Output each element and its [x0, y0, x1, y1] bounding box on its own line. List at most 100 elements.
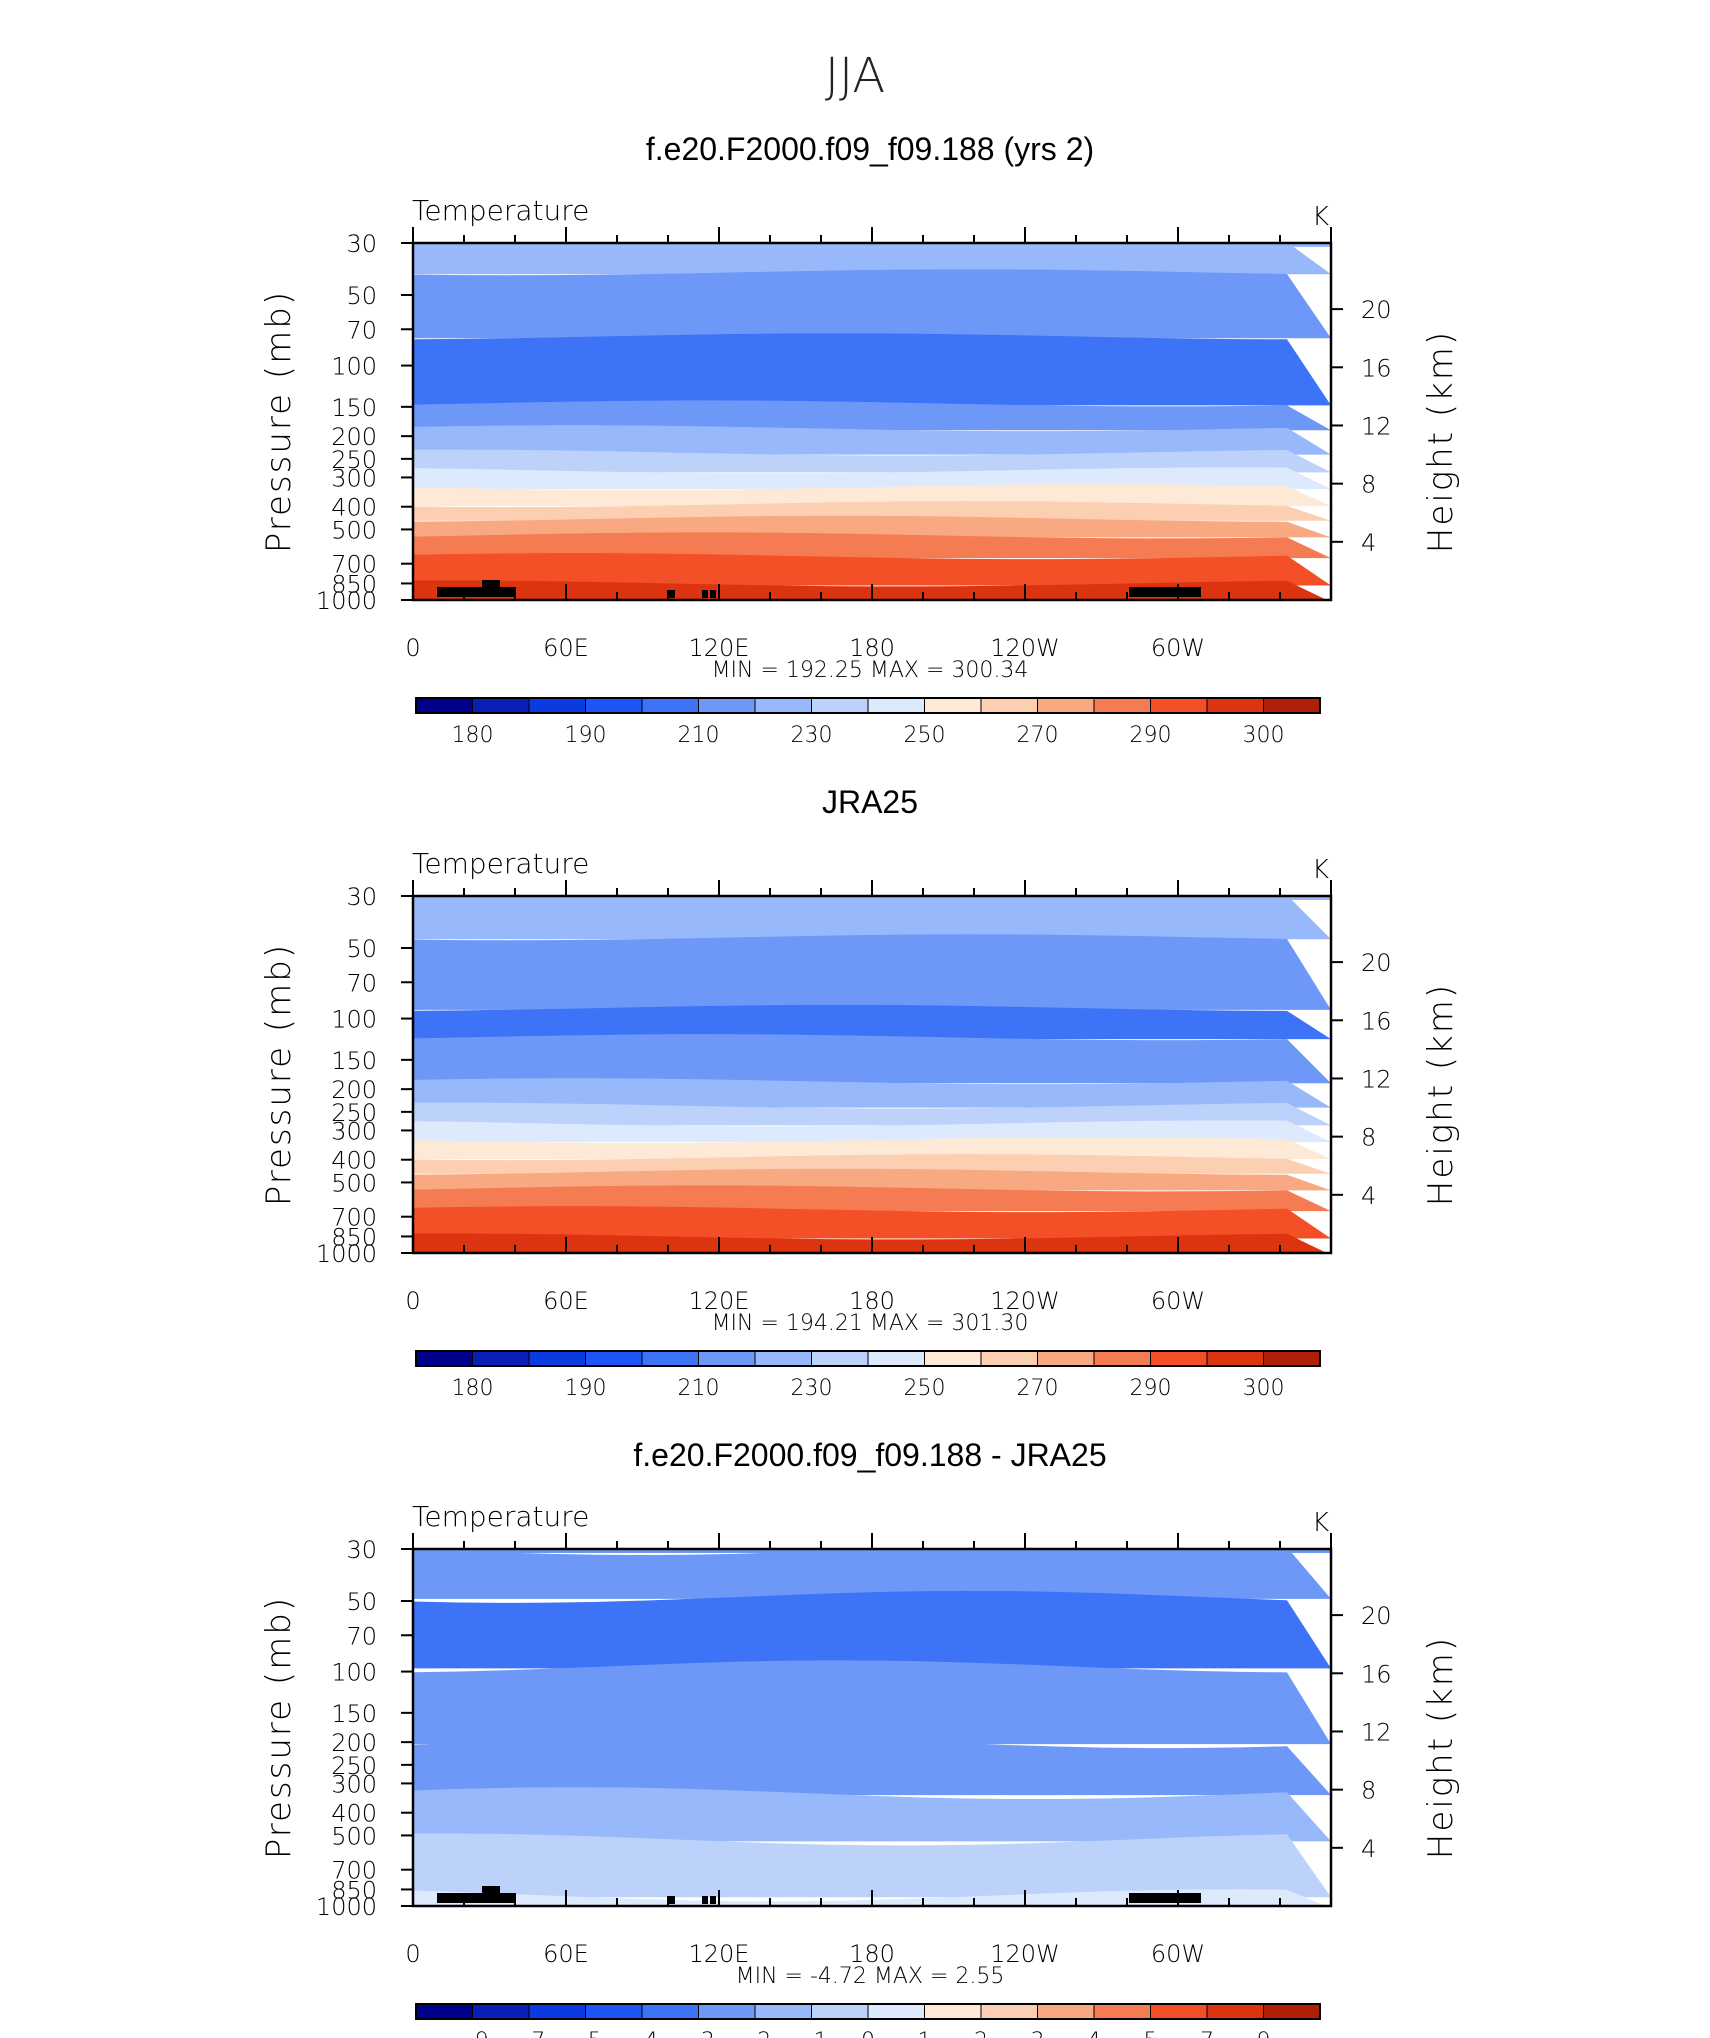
colorbar-swatch [1206, 697, 1264, 714]
x-tick-label: 60W [1151, 1940, 1205, 1968]
contour-band [413, 580, 1327, 600]
contour-band [413, 1549, 1331, 1599]
colorbar-label: 230 [791, 1376, 833, 1401]
colorbar-label: 210 [678, 1376, 720, 1401]
y-tick-label: 1000 [316, 1240, 377, 1268]
colorbar-label: −2 [739, 2029, 771, 2038]
contour-band [413, 532, 1331, 559]
x-tick-label: 120W [990, 634, 1060, 662]
topography [503, 1893, 516, 1903]
contour-band [413, 484, 1331, 507]
contour-band [413, 1004, 1331, 1040]
y-tick-label: 100 [331, 1659, 377, 1687]
y-tick-label: 250 [331, 446, 377, 474]
colorbar-swatch [698, 697, 756, 714]
colorbar-label: 300 [1243, 1376, 1285, 1401]
colorbar-label: 250 [904, 1376, 946, 1401]
y-tick-label: 30 [346, 1536, 377, 1564]
y-tick-label: 70 [346, 969, 377, 997]
panel-title: f.e20.F2000.f09_f09.188 (yrs 2) [646, 131, 1094, 167]
colorbar-label: −3 [682, 2029, 714, 2038]
y-right-tick-label: 8 [1361, 1124, 1376, 1152]
colorbar-label: 1 [918, 2029, 932, 2038]
contour-band [413, 333, 1331, 406]
colorbar-label: 300 [1243, 723, 1285, 748]
colorbar-label: −7 [513, 2029, 545, 2038]
y-tick-label: 70 [346, 316, 377, 344]
topography [482, 580, 500, 597]
colorbar-swatch [924, 2003, 982, 2020]
y-right-tick-label: 8 [1361, 471, 1376, 499]
topography [437, 1893, 507, 1903]
y-right-tick-label: 8 [1361, 1777, 1376, 1805]
colorbar-swatch [641, 2003, 699, 2020]
y-right-tick-label: 16 [1361, 1660, 1392, 1688]
y-right-axis-title: Height (km) [1421, 1636, 1461, 1859]
y-tick-label: 400 [331, 494, 377, 522]
y-tick-label: 150 [331, 1700, 377, 1728]
contour-band [413, 934, 1331, 1010]
colorbar-label: −5 [569, 2029, 601, 2038]
y-tick-label: 250 [331, 1099, 377, 1127]
colorbar: 180 190 210 230 250 270 290 300 [415, 697, 1321, 748]
stats-label: MIN = -4.72 MAX = 2.55 [736, 1964, 1005, 1989]
y-tick-label: 500 [331, 516, 377, 544]
topography [482, 1886, 500, 1903]
colorbar-swatch [472, 2003, 530, 2020]
stats-label: MIN = 192.25 MAX = 300.34 [712, 658, 1029, 683]
page-title: JJA [825, 48, 885, 104]
contour-band [413, 400, 1331, 431]
contour-band [413, 1206, 1331, 1239]
colorbar-label: 180 [452, 723, 494, 748]
colorbar-swatch [1037, 1350, 1095, 1367]
colorbar-swatch [1206, 1350, 1264, 1367]
y-axis-title: Pressure (mb) [259, 943, 299, 1206]
y-right-tick-label: 16 [1361, 1007, 1392, 1035]
x-tick-label: 0 [405, 634, 420, 662]
units-label: K [1312, 1508, 1329, 1538]
y-tick-label: 100 [331, 1006, 377, 1034]
colorbar-label: 270 [1017, 1376, 1059, 1401]
units-label: K [1312, 202, 1329, 232]
y-right-tick-label: 4 [1361, 1835, 1376, 1863]
contour-band [413, 1233, 1327, 1253]
y-tick-label: 700 [331, 1204, 377, 1232]
variable-label: Temperature [412, 194, 589, 227]
topography [1129, 587, 1201, 597]
colorbar-swatch [641, 1350, 699, 1367]
y-tick-label: 400 [331, 1147, 377, 1175]
topography [503, 587, 516, 597]
colorbar-frame [415, 697, 1321, 714]
contour-band [413, 1590, 1331, 1669]
colorbar-swatch [867, 697, 925, 714]
x-tick-label: 120W [990, 1940, 1060, 1968]
y-tick-label: 200 [331, 1729, 377, 1757]
contour-band [413, 1078, 1331, 1108]
colorbar-swatch [528, 697, 586, 714]
colorbar-label: 190 [565, 723, 607, 748]
colorbar-label: 290 [1130, 723, 1172, 748]
y-right-tick-label: 16 [1361, 354, 1392, 382]
colorbar-swatch [585, 1350, 643, 1367]
contour-band [413, 1889, 1327, 1906]
contour-band [413, 1660, 1331, 1745]
contour-band [413, 449, 1331, 473]
colorbar-label: 230 [791, 723, 833, 748]
colorbar-swatch [811, 697, 869, 714]
contour-band [413, 896, 1331, 940]
x-tick-label: 180 [849, 1940, 895, 1968]
topography [1129, 1893, 1201, 1903]
colorbar-swatch [1150, 1350, 1208, 1367]
colorbar-swatch [415, 697, 473, 714]
contour-band [413, 553, 1331, 586]
panel-1: f.e20.F2000.f09_f09.188 (yrs 2) Temperatu… [259, 131, 1461, 748]
x-tick-label: 60W [1151, 634, 1205, 662]
y-tick-label: 850 [331, 1223, 377, 1251]
x-tick-label: 0 [405, 1287, 420, 1315]
colorbar-label: −9 [456, 2029, 488, 2038]
y-tick-label: 300 [331, 464, 377, 492]
colorbar-swatch [811, 1350, 869, 1367]
topography [437, 587, 507, 597]
colorbar-label: 190 [565, 1376, 607, 1401]
